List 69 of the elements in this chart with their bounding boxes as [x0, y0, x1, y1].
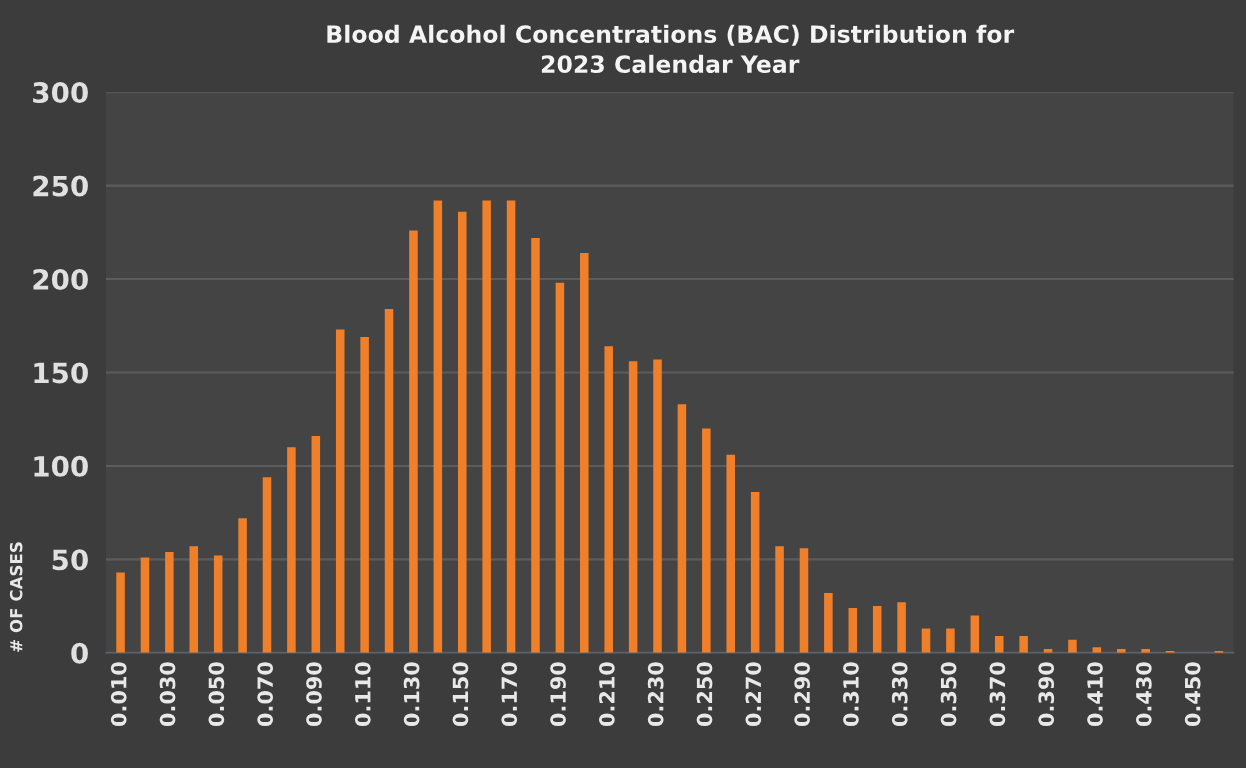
y-tick-label: 100	[34, 455, 88, 477]
y-tick-label: 0	[71, 642, 88, 664]
bar	[531, 237, 540, 653]
bar	[726, 454, 736, 653]
x-tick-label: 0.230	[647, 662, 664, 727]
bar	[799, 548, 809, 653]
y-axis-title: # OF CASES	[9, 542, 23, 652]
bar	[140, 557, 150, 653]
x-tick-label: 0.110	[354, 662, 371, 727]
x-tick-label: 0.330	[891, 662, 908, 727]
x-tick-label: 0.030	[159, 662, 176, 727]
bar	[1019, 635, 1028, 653]
x-tick-label: 0.150	[452, 662, 469, 727]
x-tick-label: 0.450	[1184, 662, 1201, 727]
bar	[702, 428, 711, 653]
bar	[506, 200, 516, 653]
bar	[946, 628, 955, 653]
bar	[677, 404, 687, 653]
bar	[580, 252, 589, 653]
bar	[970, 615, 980, 653]
x-tick-label: 0.310	[843, 662, 859, 727]
bar	[165, 551, 174, 653]
bar	[555, 282, 565, 653]
x-tick-label: 0.090	[306, 662, 322, 727]
bar	[775, 546, 784, 653]
bar	[750, 492, 760, 653]
y-tick-label: 50	[52, 549, 88, 571]
x-tick-label: 0.250	[696, 662, 713, 727]
x-tick-label: 0.410	[1087, 662, 1103, 727]
bar	[409, 230, 418, 653]
x-tick-label: 0.370	[989, 662, 1006, 727]
bar	[628, 361, 638, 653]
chart-title: Blood Alcohol Concentrations (BAC) Distribution for 2023 Calendar Year	[327, 24, 1015, 74]
x-tick-label: 0.390	[1038, 662, 1055, 727]
bar	[824, 593, 833, 653]
bar	[457, 211, 467, 653]
bar	[287, 447, 296, 653]
y-tick-label: 200	[33, 268, 88, 290]
x-tick-label: 0.170	[501, 662, 518, 727]
x-tick-label: 0.130	[403, 662, 420, 727]
bar	[311, 436, 321, 653]
x-tick-label: 0.050	[208, 662, 225, 727]
bar	[360, 336, 369, 653]
bar	[604, 346, 613, 653]
x-tick-label: 0.010	[110, 662, 127, 727]
bar	[213, 555, 223, 653]
bar	[433, 200, 443, 653]
bar	[872, 606, 882, 653]
y-tick-label: 250	[33, 175, 88, 197]
y-tick-label: 300	[33, 82, 88, 104]
bar	[335, 329, 345, 653]
x-tick-label: 0.190	[550, 662, 566, 727]
bar	[238, 518, 247, 653]
x-tick-label: 0.210	[598, 662, 615, 727]
x-tick-label: 0.290	[794, 662, 811, 727]
bar	[262, 477, 272, 653]
bar	[653, 359, 662, 653]
bar	[1068, 639, 1077, 653]
bar	[848, 607, 858, 653]
bar	[189, 546, 199, 653]
x-tick-label: 0.350	[940, 662, 957, 727]
x-tick-label: 0.270	[745, 662, 762, 727]
bar	[482, 200, 491, 653]
x-tick-label: 0.070	[257, 662, 274, 727]
bar	[384, 308, 394, 653]
y-tick-label: 150	[34, 362, 88, 384]
x-tick-label: 0.430	[1135, 662, 1152, 727]
bar	[897, 602, 906, 653]
bar	[116, 572, 125, 653]
